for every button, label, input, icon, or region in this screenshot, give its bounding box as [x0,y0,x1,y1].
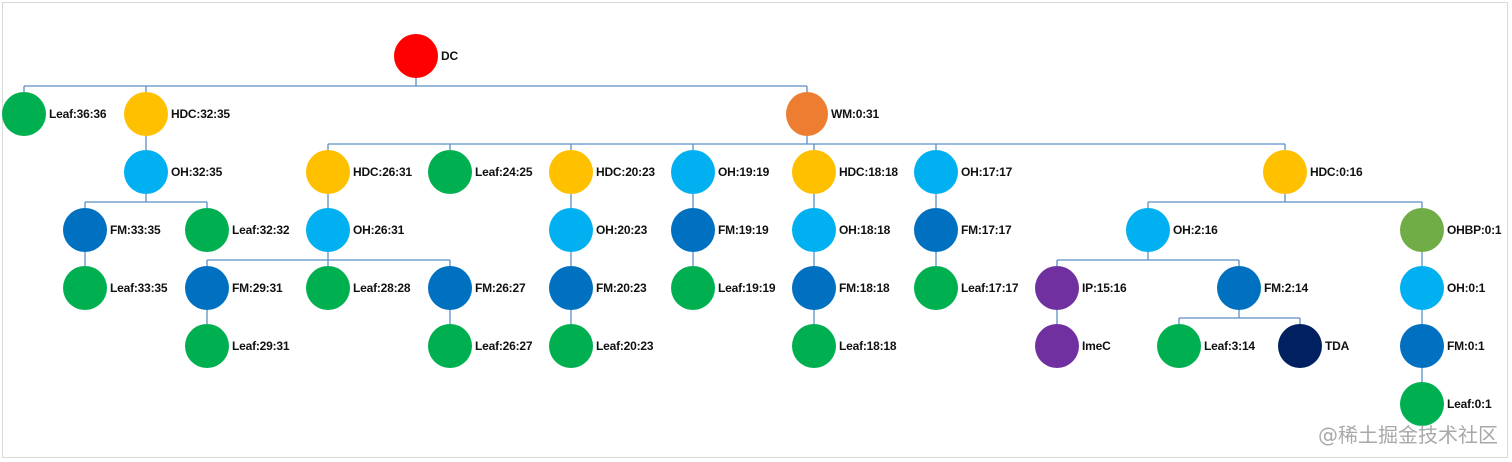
tree-node-fm3335 [63,208,107,252]
tree-node-leaf2931 [185,324,229,368]
tree-node-fm1919 [671,208,715,252]
tree-node-leaf2627 [428,324,472,368]
tree-node-fm1717 [914,208,958,252]
tree-node-leaf314 [1157,324,1201,368]
node-label: OHBP:0:1 [1447,223,1502,237]
node-label: FM:33:35 [110,223,161,237]
node-label: HDC:32:35 [171,107,230,121]
tree-node-oh1717 [914,150,958,194]
tree-node-oh1818 [792,208,836,252]
node-label: IP:15:16 [1082,281,1127,295]
node-label: HDC:20:23 [596,165,655,179]
node-label: Leaf:24:25 [475,165,533,179]
tree-node-oh1919 [671,150,715,194]
node-label: OH:0:1 [1447,281,1486,295]
tree-node-wm [786,92,828,136]
node-label: Leaf:32:32 [232,223,290,237]
node-label: WM:0:31 [831,107,879,121]
tree-node-hdc2631 [306,150,350,194]
node-label: Leaf:28:28 [353,281,411,295]
tree-node-hdc3235 [124,92,168,136]
node-label: Leaf:26:27 [475,339,533,353]
tree-node-oh2023 [549,208,593,252]
node-label: ImeC [1082,339,1111,353]
tree-node-leaf36 [2,92,46,136]
node-label: HDC:18:18 [839,165,898,179]
node-label: Leaf:29:31 [232,339,290,353]
node-label: FM:19:19 [718,223,769,237]
tree-node-oh3235 [124,150,168,194]
tree-node-hdc016 [1263,150,1307,194]
node-label: OH:18:18 [839,223,891,237]
tree-node-hdc1818 [792,150,836,194]
tree-node-leaf3232 [185,208,229,252]
node-label: OH:19:19 [718,165,770,179]
tree-node-fm1818 [792,266,836,310]
node-label: FM:17:17 [961,223,1012,237]
tree-node-oh2631 [306,208,350,252]
node-label: FM:18:18 [839,281,890,295]
node-label: Leaf:20:23 [596,339,654,353]
tree-node-fm2931 [185,266,229,310]
node-label: Leaf:36:36 [49,107,107,121]
tree-node-leaf2828 [306,266,350,310]
tree-node-leaf1919 [671,266,715,310]
node-label: Leaf:19:19 [718,281,776,295]
node-label: HDC:0:16 [1310,165,1363,179]
tree-node-ohbp01 [1400,208,1444,252]
node-label: FM:0:1 [1447,339,1485,353]
tree-node-leaf2425 [428,150,472,194]
node-label: TDA [1325,339,1350,353]
tree-node-leaf2023 [549,324,593,368]
node-label: HDC:26:31 [353,165,412,179]
node-label: Leaf:0:1 [1447,397,1492,411]
node-label: FM:20:23 [596,281,647,295]
node-label: OH:17:17 [961,165,1013,179]
tree-node-oh216 [1126,208,1170,252]
tree-node-leaf1717 [914,266,958,310]
tree-node-leaf3335 [63,266,107,310]
node-label: OH:32:35 [171,165,223,179]
tree-node-dc [394,34,438,78]
tree-node-fm01 [1400,324,1444,368]
tree-node-oh01 [1400,266,1444,310]
tree-node-fm2023 [549,266,593,310]
watermark: @稀土掘金技术社区 [1318,423,1498,447]
node-label: OH:26:31 [353,223,405,237]
tree-node-fm214 [1217,266,1261,310]
tree-node-leaf01 [1400,382,1444,426]
tree-node-ip1516 [1035,266,1079,310]
tree-node-leaf1818 [792,324,836,368]
node-label: OH:2:16 [1173,223,1218,237]
node-label: Leaf:3:14 [1204,339,1255,353]
tree-node-tda [1278,324,1322,368]
node-label: FM:29:31 [232,281,283,295]
tree-node-fm2627 [428,266,472,310]
tree-node-hdc2023 [549,150,593,194]
tree-node-imec [1035,324,1079,368]
node-label: OH:20:23 [596,223,648,237]
node-label: Leaf:17:17 [961,281,1019,295]
node-label: Leaf:18:18 [839,339,897,353]
node-label: FM:2:14 [1264,281,1308,295]
node-label: FM:26:27 [475,281,526,295]
node-label: DC [441,49,458,63]
node-label: Leaf:33:35 [110,281,168,295]
